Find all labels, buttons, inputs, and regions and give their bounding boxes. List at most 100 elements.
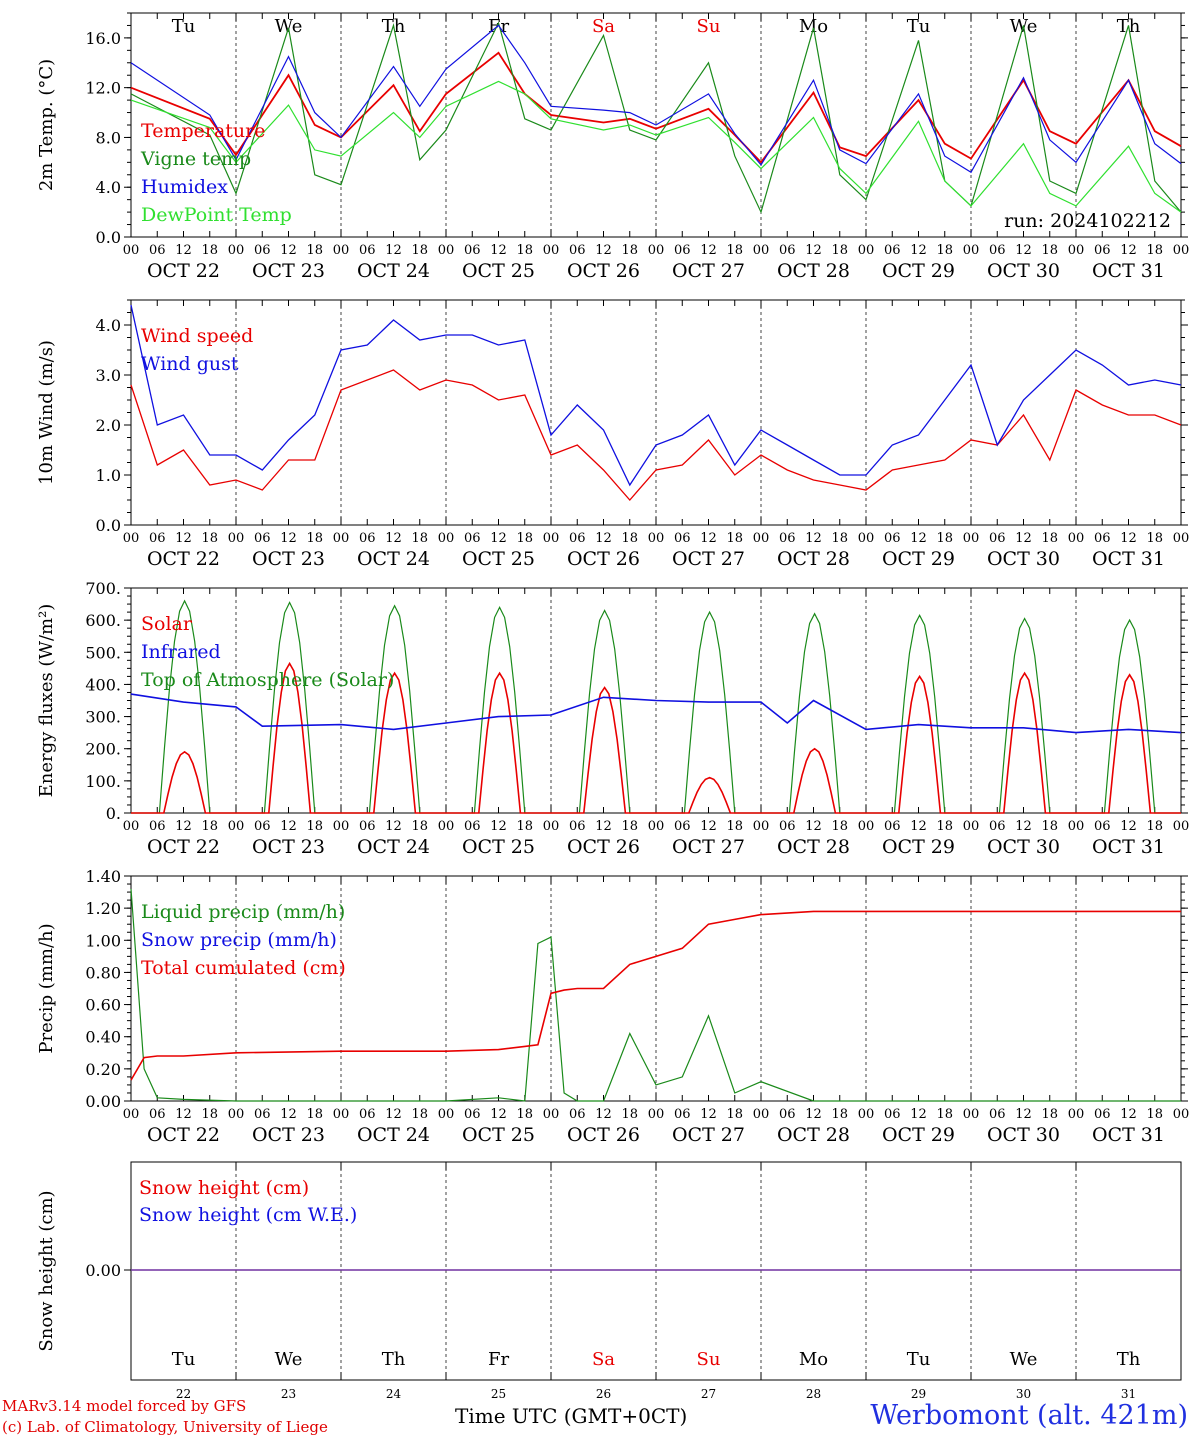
series-line-liquid-precip: [130, 888, 1181, 1102]
hour-tick-label: 12: [175, 819, 192, 834]
date-label: OCT 30: [987, 548, 1060, 570]
hour-tick-label: 18: [201, 819, 218, 834]
day-number-label: 26: [596, 1387, 611, 1401]
hour-tick-label: 06: [464, 243, 481, 258]
hour-tick-label: 00: [1173, 819, 1190, 834]
hour-tick-label: 06: [989, 1107, 1006, 1122]
hour-tick-label: 12: [1015, 1107, 1032, 1122]
hour-tick-label: 12: [1015, 243, 1032, 258]
date-label: OCT 24: [357, 836, 430, 858]
day-number-label: 27: [701, 1387, 716, 1401]
hour-tick-label: 12: [595, 1107, 612, 1122]
weekday-label: We: [1010, 1349, 1038, 1370]
hour-tick-label: 12: [1120, 531, 1137, 546]
hour-tick-label: 00: [1173, 531, 1190, 546]
hour-tick-label: 18: [516, 243, 533, 258]
hour-tick-label: 18: [621, 243, 638, 258]
hour-tick-label: 12: [595, 819, 612, 834]
hour-tick-label: 18: [831, 819, 848, 834]
date-label: OCT 30: [987, 1124, 1060, 1146]
hour-tick-label: 18: [726, 531, 743, 546]
hour-tick-label: 12: [595, 531, 612, 546]
hour-tick-label: 18: [201, 1107, 218, 1122]
weekday-label: Tu: [907, 16, 931, 37]
weekday-label: Mo: [799, 16, 828, 37]
hour-tick-label: 00: [1173, 1107, 1190, 1122]
hour-tick-label: 00: [543, 531, 560, 546]
hour-tick-label: 18: [1041, 243, 1058, 258]
hour-tick-label: 18: [1041, 1107, 1058, 1122]
legend-entry: Top of Atmosphere (Solar): [141, 669, 394, 691]
hour-tick-label: 18: [411, 1107, 428, 1122]
date-label: OCT 23: [252, 836, 325, 858]
hour-tick-label: 18: [411, 819, 428, 834]
y-tick-label: 0.00: [85, 1261, 121, 1280]
hour-tick-label: 12: [700, 243, 717, 258]
hour-tick-label: 00: [648, 1107, 665, 1122]
date-label: OCT 24: [357, 548, 430, 570]
day-number-label: 23: [281, 1387, 296, 1401]
hour-tick-label: 12: [490, 531, 507, 546]
hour-tick-label: 06: [884, 819, 901, 834]
hour-tick-label: 06: [989, 243, 1006, 258]
hour-tick-label: 18: [1041, 531, 1058, 546]
hour-tick-label: 00: [963, 1107, 980, 1122]
legend-entry: Snow height (cm): [139, 1177, 309, 1199]
hour-tick-label: 12: [700, 531, 717, 546]
weekday-label: Tu: [907, 1349, 931, 1370]
hour-tick-label: 12: [910, 1107, 927, 1122]
panel-frame-2: [130, 299, 1182, 526]
hour-tick-label: 06: [149, 1107, 166, 1122]
day-number-label: 25: [491, 1387, 506, 1401]
date-label: OCT 25: [462, 548, 535, 570]
legend-entry: Total cumulated (cm): [141, 957, 346, 979]
y-tick-label: 1.20: [85, 899, 121, 918]
hour-tick-label: 06: [884, 243, 901, 258]
hour-tick-label: 12: [805, 243, 822, 258]
hour-tick-label: 00: [1068, 819, 1085, 834]
hour-tick-label: 12: [700, 819, 717, 834]
y-tick-label: 0.0: [96, 516, 121, 535]
hour-tick-label: 00: [333, 819, 350, 834]
hour-tick-label: 00: [333, 531, 350, 546]
hour-tick-label: 18: [621, 1107, 638, 1122]
hour-tick-label: 00: [753, 1107, 770, 1122]
hour-tick-label: 12: [490, 819, 507, 834]
hour-tick-label: 18: [726, 819, 743, 834]
y-tick-label: 4.0: [96, 178, 121, 197]
hour-tick-label: 00: [858, 243, 875, 258]
y-tick-label: 0.80: [85, 963, 121, 982]
hour-tick-label: 18: [411, 531, 428, 546]
y-tick-label: 1.00: [85, 931, 121, 950]
hour-tick-label: 00: [228, 243, 245, 258]
hour-tick-label: 18: [516, 819, 533, 834]
hour-tick-label: 12: [385, 243, 402, 258]
hour-tick-label: 12: [910, 243, 927, 258]
date-label: OCT 27: [672, 836, 745, 858]
y-tick-label: 200.: [85, 740, 121, 759]
y-tick-label: 600.: [85, 611, 121, 630]
legend-entry: Temperature: [141, 120, 265, 142]
hour-tick-label: 18: [936, 531, 953, 546]
hour-tick-label: 18: [936, 1107, 953, 1122]
hour-tick-label: 18: [1146, 531, 1163, 546]
hour-tick-label: 12: [490, 1107, 507, 1122]
hour-tick-label: 12: [280, 1107, 297, 1122]
hour-tick-label: 12: [1015, 531, 1032, 546]
legend-entry: Wind speed: [141, 325, 253, 347]
day-number-label: 29: [911, 1387, 926, 1401]
date-label: OCT 25: [462, 260, 535, 282]
hour-tick-label: 18: [621, 531, 638, 546]
weekday-label: Sa: [592, 1349, 615, 1370]
hour-tick-label: 12: [805, 531, 822, 546]
hour-tick-label: 00: [228, 1107, 245, 1122]
date-label: OCT 23: [252, 1124, 325, 1146]
hour-tick-label: 06: [359, 531, 376, 546]
weekday-label: We: [275, 16, 303, 37]
hour-tick-label: 18: [306, 243, 323, 258]
hour-tick-label: 06: [1094, 243, 1111, 258]
date-label: OCT 28: [777, 260, 850, 282]
hour-tick-label: 12: [700, 1107, 717, 1122]
hour-tick-label: 00: [228, 819, 245, 834]
